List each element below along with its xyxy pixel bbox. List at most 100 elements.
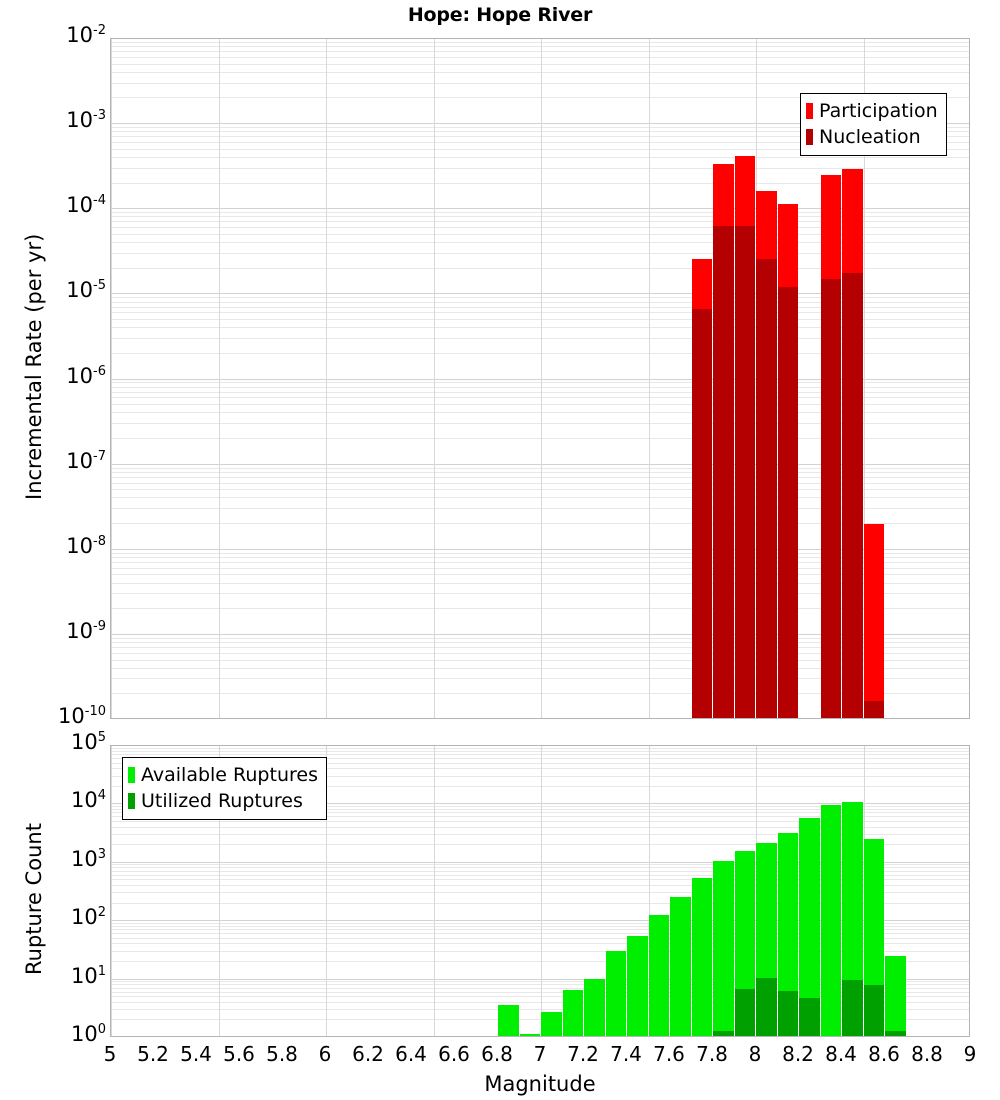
gridline-horizontal <box>111 816 969 818</box>
y-axis-tick-label: 102 <box>70 905 106 930</box>
legend-item-participation[interactable]: Participation <box>806 98 938 124</box>
gridline-horizontal <box>111 148 969 150</box>
gridline-horizontal <box>111 870 969 872</box>
gridline-horizontal <box>111 306 969 308</box>
incremental-rate-bar <box>691 309 712 718</box>
gridline-horizontal <box>111 659 969 661</box>
gridline-horizontal <box>111 337 969 339</box>
rupture-count-bar <box>734 988 755 1036</box>
gridline-horizontal <box>111 775 969 777</box>
gridline-horizontal <box>111 593 969 595</box>
gridline-horizontal <box>111 833 969 835</box>
gridline-horizontal <box>111 319 969 320</box>
legend-label-nucleation: Nucleation <box>819 125 921 148</box>
gridline-horizontal <box>111 182 969 184</box>
gridline-horizontal <box>111 46 969 48</box>
rupture-count-bar <box>756 977 777 1036</box>
gridline-horizontal <box>111 844 969 846</box>
gridline-horizontal <box>111 1009 969 1011</box>
gridline-horizontal <box>111 41 969 43</box>
gridline-horizontal <box>111 508 969 510</box>
bars-incremental-rate <box>111 39 969 718</box>
gridline-horizontal <box>111 293 969 295</box>
rupture-count-bar <box>648 914 669 1036</box>
legend-item-utilized-ruptures[interactable]: Utilized Ruptures <box>128 788 318 814</box>
gridline-horizontal <box>111 267 969 269</box>
gridline-horizontal <box>111 63 969 65</box>
incremental-rate-bar <box>734 226 755 718</box>
gridline-horizontal <box>111 978 969 980</box>
gridline-vertical <box>111 746 112 1036</box>
gridline-horizontal <box>111 929 969 931</box>
gridline-horizontal <box>111 652 969 654</box>
x-axis-tick-label: 6 <box>318 1042 332 1066</box>
gridline-horizontal <box>111 131 969 133</box>
gridline-horizontal <box>111 221 969 223</box>
x-axis-tick-label: 5.4 <box>180 1042 212 1066</box>
incremental-rate-bar <box>863 524 884 718</box>
gridline-horizontal <box>111 806 969 808</box>
rupture-count-bar <box>670 897 691 1036</box>
gridline-horizontal <box>111 548 969 550</box>
y-axis-tick-label: 10-8 <box>66 533 106 558</box>
gridline-horizontal <box>111 123 969 125</box>
gridline-horizontal <box>111 933 969 935</box>
gridline-horizontal <box>111 56 969 58</box>
legend-swatch-available-ruptures <box>128 767 135 783</box>
gridline-horizontal <box>111 467 969 469</box>
gridline-vertical <box>326 39 327 718</box>
gridline-horizontal <box>111 785 969 787</box>
x-axis-tick-label: 6.6 <box>438 1042 470 1066</box>
incremental-rate-plot: Participation Nucleation <box>110 38 970 719</box>
gridline-horizontal <box>111 552 969 554</box>
gridline-vertical <box>648 746 650 1036</box>
gridline-horizontal <box>111 561 969 563</box>
gridline-horizontal <box>111 208 969 210</box>
rupture-count-bar <box>627 936 648 1036</box>
rupture-count-bar <box>842 802 863 1036</box>
y-axis-tick-label: 10-10 <box>58 704 106 728</box>
gridline-horizontal <box>111 1019 969 1021</box>
rupture-count-bar <box>498 1004 519 1036</box>
legend-item-nucleation[interactable]: Nucleation <box>806 124 938 150</box>
rupture-count-bar <box>863 984 884 1036</box>
gridline-horizontal <box>111 352 969 354</box>
gridline-horizontal <box>111 216 969 218</box>
gridline-horizontal <box>111 950 969 952</box>
x-axis-tick-label: 7.2 <box>567 1042 599 1066</box>
y-axis-tick-label: 105 <box>70 730 106 754</box>
gridline-horizontal <box>111 826 969 828</box>
gridline-horizontal <box>111 879 969 881</box>
x-axis-tick-label: 8.6 <box>868 1042 900 1066</box>
gridline-horizontal <box>111 693 969 695</box>
legend-rupture-count: Available Ruptures Utilized Ruptures <box>122 757 327 820</box>
gridline-horizontal <box>111 864 969 866</box>
rupture-count-bar <box>691 878 712 1036</box>
gridline-horizontal <box>111 754 969 756</box>
legend-swatch-participation <box>806 103 813 119</box>
gridline-horizontal <box>111 327 969 329</box>
grid-top <box>111 39 969 718</box>
legend-label-utilized-ruptures: Utilized Ruptures <box>141 789 303 812</box>
gridline-horizontal <box>111 943 969 945</box>
gridline-horizontal <box>111 574 969 576</box>
gridline-vertical <box>218 746 220 1036</box>
gridline-horizontal <box>111 156 969 158</box>
gridline-horizontal <box>111 136 969 138</box>
legend-swatch-utilized-ruptures <box>128 793 135 809</box>
gridline-horizontal <box>111 312 969 314</box>
y-axis-tick-label: 101 <box>70 963 106 988</box>
gridline-horizontal <box>111 991 969 993</box>
gridline-horizontal <box>111 51 969 53</box>
legend-item-available-ruptures[interactable]: Available Ruptures <box>128 762 318 788</box>
x-axis-tick-label: 7.6 <box>653 1042 685 1066</box>
gridline-horizontal <box>111 861 969 863</box>
gridline-horizontal <box>111 476 969 478</box>
gridline-horizontal <box>111 437 969 439</box>
gridline-horizontal <box>111 1001 969 1003</box>
y-axis-ticks-top: 10-2 10-3 10-4 10-5 10-6 10-7 10-8 10-9 10-10 <box>0 0 106 760</box>
y-axis-tick-label: 10-4 <box>66 193 106 218</box>
gridline-horizontal <box>111 667 969 669</box>
x-axis-tick-label: 7.8 <box>696 1042 728 1066</box>
gridline-horizontal <box>111 750 969 752</box>
